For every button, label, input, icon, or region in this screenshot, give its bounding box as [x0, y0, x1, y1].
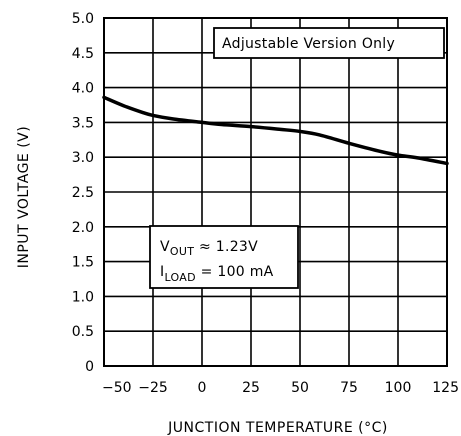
- vout-sub: OUT: [170, 245, 194, 258]
- corner-note-box: [213, 27, 445, 59]
- y-tick-label: 1.0: [72, 289, 94, 305]
- y-tick-label: 4.5: [72, 46, 94, 62]
- x-tick-label: 75: [340, 380, 358, 396]
- x-tick-label: 50: [291, 380, 309, 396]
- x-tick-label: 0: [198, 380, 207, 396]
- series-layer: [102, 95, 449, 166]
- grid: [104, 18, 447, 366]
- vout-main: V: [160, 239, 170, 255]
- vout-value: ≈ 1.23V: [194, 239, 258, 255]
- y-tick-label: 5.0: [72, 11, 94, 27]
- iload-label: ILOAD = 100 mA: [160, 264, 274, 284]
- y-tick-label: 3.5: [72, 115, 94, 131]
- corner-note: Adjustable Version Only: [222, 36, 395, 52]
- y-tick-label: 0.5: [72, 324, 94, 340]
- y-tick-label: 4.0: [72, 81, 94, 97]
- y-tick-label: 0: [85, 359, 94, 375]
- iload-value: = 100 mA: [196, 264, 274, 280]
- y-tick-label: 3.0: [72, 150, 94, 166]
- x-tick-label: 125: [432, 380, 459, 396]
- conditions-box: [149, 225, 299, 289]
- x-axis-label: JUNCTION TEMPERATURE (°C): [167, 420, 388, 436]
- x-tick-label: 100: [385, 380, 412, 396]
- x-tick-label: −25: [138, 380, 168, 396]
- input-voltage-curve: [102, 95, 449, 166]
- vout-label: VOUT ≈ 1.23V: [160, 239, 258, 258]
- x-tick-labels: −50 −25 0 25 50 75 100 125: [102, 380, 459, 396]
- iload-main: I: [160, 264, 164, 280]
- y-tick-label: 2.5: [72, 185, 94, 201]
- y-tick-label: 2.0: [72, 220, 94, 236]
- iload-sub: LOAD: [164, 271, 195, 284]
- y-axis-label: INPUT VOLTAGE (V): [16, 126, 32, 268]
- x-tick-label: −50: [102, 380, 132, 396]
- y-tick-labels: 0 0.5 1.0 1.5 2.0 2.5 3.0 3.5 4.0 4.5 5.0: [72, 11, 94, 375]
- plot-frame: [103, 17, 448, 367]
- x-tick-label: 25: [242, 380, 260, 396]
- y-tick-label: 1.5: [72, 255, 94, 271]
